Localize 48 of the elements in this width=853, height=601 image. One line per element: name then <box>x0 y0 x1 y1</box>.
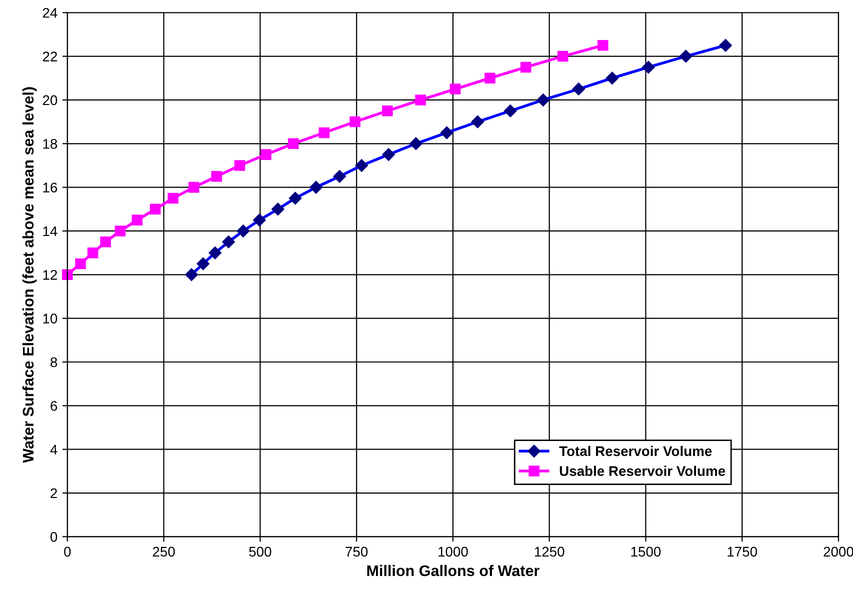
y-tick-label: 0 <box>50 532 58 542</box>
point <box>450 84 461 94</box>
y-tick-label: 14 <box>43 226 58 236</box>
point <box>260 149 272 160</box>
point <box>114 226 126 236</box>
point <box>150 204 161 215</box>
point <box>520 62 532 73</box>
point <box>415 94 426 106</box>
legend-label: Total Reservoir Volume <box>559 446 712 456</box>
point <box>188 182 200 193</box>
point <box>168 192 178 204</box>
point <box>100 236 111 248</box>
y-tick-label: 12 <box>43 270 57 280</box>
point <box>132 214 143 226</box>
y-tick-label: 20 <box>42 95 58 106</box>
point <box>211 171 222 182</box>
x-tick-label: 250 <box>152 546 175 557</box>
y-tick-label: 22 <box>42 52 57 62</box>
y-tick-label: 24 <box>42 8 58 18</box>
y-tick-label: 10 <box>43 314 58 324</box>
x-axis-title: Million Gallons of Water <box>367 564 540 576</box>
y-axis-title: Water Surface Elevation (feet above mean sea level) <box>22 87 37 463</box>
point <box>288 138 299 150</box>
point <box>318 127 330 138</box>
y-tick-label: 2 <box>50 488 57 498</box>
x-tick-label: 1750 <box>728 546 758 557</box>
point <box>62 269 73 280</box>
x-tick-label: 1250 <box>534 546 564 557</box>
y-tick-label: 4 <box>50 444 58 454</box>
y-tick-label: 18 <box>43 138 58 149</box>
y-tick-label: 8 <box>50 357 58 368</box>
point <box>234 160 246 171</box>
x-tick-label: 500 <box>249 546 272 557</box>
x-tick-label: 750 <box>346 546 368 557</box>
legend-label: Usable Reservoir Volume <box>560 466 726 476</box>
point <box>75 258 86 270</box>
point <box>382 106 393 116</box>
x-tick-label: 0 <box>64 546 71 557</box>
point <box>598 40 608 51</box>
x-tick-label: 2000 <box>824 546 853 557</box>
point <box>350 116 360 128</box>
x-tick-label: 1500 <box>631 546 661 557</box>
x-tick-label: 1000 <box>438 546 468 557</box>
point <box>557 50 568 62</box>
point <box>87 247 98 258</box>
y-tick-label: 6 <box>50 401 58 411</box>
point <box>484 72 496 84</box>
y-tick-label: 16 <box>43 182 58 192</box>
